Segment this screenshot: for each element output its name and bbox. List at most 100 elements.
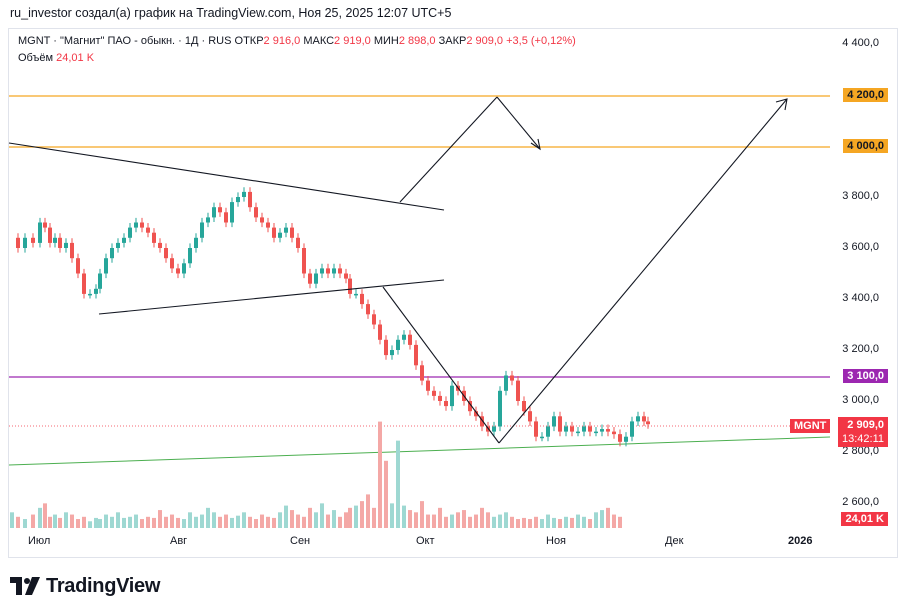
volume-bar — [510, 516, 514, 528]
candle-body — [612, 431, 616, 435]
close-value: 2 909,0 — [466, 35, 504, 47]
candle-body — [296, 237, 300, 248]
volume-bar — [64, 512, 68, 528]
volume-bar — [480, 507, 484, 528]
candle-body — [534, 421, 538, 437]
candle-body — [308, 273, 312, 284]
volume-bar — [128, 516, 132, 528]
level-4000-tag: 4 000,0 — [843, 139, 888, 153]
high-label: МАКС — [303, 35, 335, 47]
volume-bar — [158, 510, 162, 528]
high-value: 2 919,0 — [334, 35, 371, 47]
candle-body — [552, 416, 556, 427]
candle-body — [302, 248, 306, 274]
candle-body — [23, 237, 27, 248]
volume-bar — [396, 440, 400, 528]
volume-bar — [600, 510, 604, 528]
candle-body — [254, 207, 258, 218]
y-tick-2800: 2 800,0 — [842, 445, 879, 457]
volume-bar — [384, 460, 388, 528]
candle-body — [278, 232, 282, 238]
volume-bar — [528, 519, 532, 528]
candle-body — [624, 436, 628, 442]
volume-bar — [116, 512, 120, 528]
candle-body — [630, 421, 634, 437]
volume-bar — [438, 507, 442, 528]
volume-bar — [38, 507, 42, 528]
candle-body — [594, 431, 598, 434]
candle-body — [564, 426, 568, 432]
open-label: ОТКР — [234, 35, 264, 47]
candle-body — [444, 401, 448, 407]
candle-body — [58, 237, 62, 248]
candle-body — [408, 334, 412, 345]
volume-bar — [302, 516, 306, 528]
tradingview-logo-text: TradingView — [46, 574, 161, 597]
volume-bar — [492, 516, 496, 528]
volume-bar — [414, 512, 418, 528]
projection-down-line — [496, 96, 541, 150]
volume-bar — [408, 510, 412, 528]
volume-bar — [272, 517, 276, 528]
volume-bar — [290, 510, 294, 528]
volume-bar — [110, 516, 114, 528]
candle-body — [164, 248, 168, 259]
candle-body — [600, 429, 604, 432]
volume-bar — [332, 510, 336, 528]
candle-body — [360, 293, 364, 305]
y-tick-2600: 2 600,0 — [842, 496, 879, 508]
volume-bar — [546, 514, 550, 528]
volume-value: 24,01 K — [56, 52, 95, 64]
candle-body — [64, 242, 68, 248]
volume-bar — [53, 514, 57, 528]
candle-body — [200, 222, 204, 238]
volume-bar — [426, 514, 430, 528]
volume-bar — [582, 516, 586, 528]
last-price-tag: 2 909,0 13:42:11 — [837, 417, 888, 447]
volume-bar — [200, 514, 204, 528]
volume-bar — [248, 516, 252, 528]
candle-body — [348, 278, 352, 294]
volume-bar — [564, 516, 568, 528]
candle-body — [390, 350, 394, 356]
volume-bar — [576, 514, 580, 528]
candle-body — [402, 334, 406, 340]
volume-bar — [344, 512, 348, 528]
countdown-value: 13:42:11 — [841, 433, 884, 445]
candle-body — [332, 268, 336, 274]
candle-body — [516, 380, 520, 401]
candle-body — [176, 268, 180, 274]
volume-bar — [188, 512, 192, 528]
candle-body — [236, 197, 240, 203]
candle-body — [354, 293, 358, 296]
candle-body — [646, 421, 650, 425]
volume-bar — [534, 516, 538, 528]
volume-bar — [372, 507, 376, 528]
close-label: ЗАКР — [438, 35, 467, 47]
projection-up-line — [399, 96, 498, 203]
symbol-label: MGNT · "Магнит" ПАО - обыкн. · 1Д · RUS — [18, 35, 232, 47]
target-arrow-line — [498, 98, 788, 444]
candle-body — [432, 390, 436, 396]
candle-body — [188, 248, 192, 264]
candle-body — [224, 212, 228, 223]
volume-bar — [164, 516, 168, 528]
candle-body — [43, 222, 47, 228]
volume-bar — [284, 505, 288, 528]
volume-label: Объём — [18, 52, 54, 64]
candle-body — [480, 416, 484, 427]
candle-body — [468, 401, 472, 412]
volume-bar — [612, 514, 616, 528]
candle-body — [528, 411, 532, 422]
tradingview-logo[interactable]: TradingView — [10, 574, 160, 598]
volume-bar — [266, 516, 270, 528]
candle-body — [570, 426, 574, 432]
candle-body — [314, 273, 318, 284]
volume-bar — [378, 421, 382, 528]
candle-body — [98, 273, 102, 289]
volume-bar — [558, 519, 562, 528]
candle-body — [522, 401, 526, 412]
volume-bar — [254, 519, 258, 528]
chart-frame[interactable] — [8, 28, 898, 558]
